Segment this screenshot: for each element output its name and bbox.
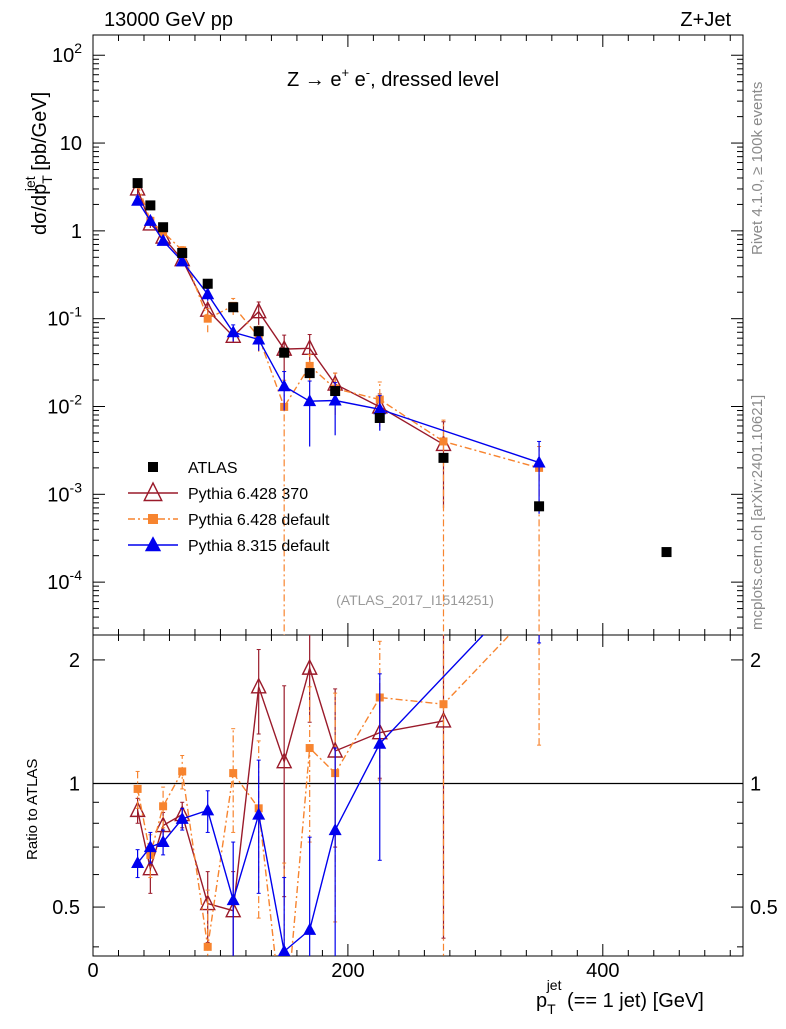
pythia8-marker	[131, 856, 145, 869]
pythia6-default-marker	[148, 514, 158, 524]
atlas-data-point	[145, 200, 156, 211]
pythia8-marker	[328, 393, 342, 406]
atlas-data-point	[438, 452, 449, 463]
x-tick-label: 400	[586, 960, 619, 982]
y-tick-label-main: 10-4	[47, 567, 82, 594]
x-tick-label: 200	[331, 960, 364, 982]
series-line-ratio	[136, 665, 444, 912]
pythia6-default-marker	[439, 437, 448, 446]
atlas-data-point	[330, 386, 341, 397]
pythia8-marker	[328, 823, 342, 836]
rivet-note: Rivet 4.1.0, ≥ 100k events	[749, 82, 766, 255]
pythia8-marker	[201, 287, 215, 300]
y-tick-label-ratio-right: 2	[750, 650, 761, 672]
series-line-main	[136, 188, 444, 446]
analysis-watermark: (ATLAS_2017_I1514251)	[336, 592, 494, 608]
y-tick-label-main: 10-1	[47, 304, 82, 331]
y-tick-label-ratio: 2	[69, 650, 80, 672]
pythia6-default-marker	[229, 769, 238, 778]
pythia6-default-marker	[305, 744, 314, 753]
pythia6-default-marker	[203, 314, 212, 323]
pythia8-marker	[131, 193, 145, 206]
atlas-data-point	[253, 326, 264, 337]
y-axis-label-ratio: Ratio to ATLAS	[24, 759, 41, 860]
x-tick-label: 0	[87, 960, 98, 982]
process-label: Z → e+ e-, dressed level	[287, 65, 499, 91]
pythia6-default-marker	[133, 784, 142, 793]
atlas-data-point	[158, 222, 169, 233]
pythia8-marker	[156, 835, 170, 848]
y-tick-label-main: 10	[60, 133, 82, 155]
atlas-data-point	[534, 501, 545, 512]
pythia8-marker	[156, 233, 170, 246]
atlas-data-point	[279, 347, 290, 358]
y-tick-label-ratio-right: 1	[750, 773, 761, 795]
pythia8-marker	[252, 332, 266, 345]
y-tick-label-ratio: 1	[69, 773, 80, 795]
atlas-data-point	[177, 247, 188, 258]
pythia8-marker	[143, 840, 157, 853]
pythia6-370-marker	[301, 658, 318, 675]
header-process: Z+Jet	[680, 9, 731, 31]
pythia8-marker	[201, 803, 215, 816]
pythia8-marker	[373, 736, 387, 749]
series-line-main	[137, 200, 540, 464]
y-tick-label-main: 102	[52, 40, 82, 67]
pythia8-marker	[277, 944, 291, 956]
pythia8-marker	[226, 325, 240, 338]
mcplots-note: mcplots.cern.ch [arXiv:2401.10621]	[749, 395, 766, 630]
pythia8-marker	[143, 213, 157, 226]
pythia6-370-marker	[276, 752, 293, 769]
atlas-data-point	[148, 462, 158, 472]
pythia8-marker	[373, 402, 387, 415]
y-tick-label-ratio: 0.5	[52, 897, 80, 919]
series-line-main	[136, 183, 540, 469]
pythia8-marker	[226, 893, 240, 906]
pythia6-370-marker	[143, 481, 163, 502]
pythia6-default-marker	[178, 767, 187, 776]
pythia6-370-marker	[250, 302, 267, 319]
pythia8-marker	[252, 807, 266, 820]
header-energy: 13000 GeV pp	[104, 9, 233, 31]
legend-label: Pythia 8.315 default	[188, 538, 330, 555]
pythia6-default-marker	[439, 700, 448, 709]
y-tick-label-main: 10-3	[47, 479, 82, 506]
atlas-data-point	[661, 547, 672, 558]
y-tick-label-ratio-right: 0.5	[750, 897, 778, 919]
pythia8-marker	[277, 379, 291, 392]
pythia8-marker	[144, 536, 162, 552]
atlas-data-point	[202, 278, 213, 289]
legend-label: Pythia 6.428 default	[188, 512, 330, 529]
x-axis-label: pTjet (== 1 jet) [GeV]	[536, 977, 704, 1017]
y-tick-label-main: 10-2	[47, 391, 82, 418]
legend-label: ATLAS	[188, 460, 238, 477]
ratio-panel-frame	[92, 634, 744, 957]
legend-label: Pythia 6.428 370	[188, 486, 308, 503]
atlas-data-point	[132, 178, 143, 189]
pythia8-marker	[303, 922, 317, 935]
pythia6-default-marker	[203, 942, 212, 951]
pythia6-370-marker	[250, 677, 267, 694]
atlas-data-point	[374, 412, 385, 423]
y-tick-label-main: 1	[71, 221, 82, 243]
pythia8-marker	[175, 254, 189, 267]
pythia6-default-marker	[305, 361, 314, 370]
pythia8-marker	[175, 811, 189, 824]
atlas-data-point	[228, 302, 239, 313]
atlas-data-point	[304, 368, 315, 379]
y-axis-label-main: dσ/dpTjet [pb/GeV]	[22, 92, 55, 235]
series-line-ratio	[137, 635, 485, 953]
pythia6-370-marker	[435, 711, 452, 728]
pythia8-marker	[303, 394, 317, 407]
pythia8-marker	[532, 455, 546, 468]
pythia6-default-marker	[159, 802, 168, 811]
